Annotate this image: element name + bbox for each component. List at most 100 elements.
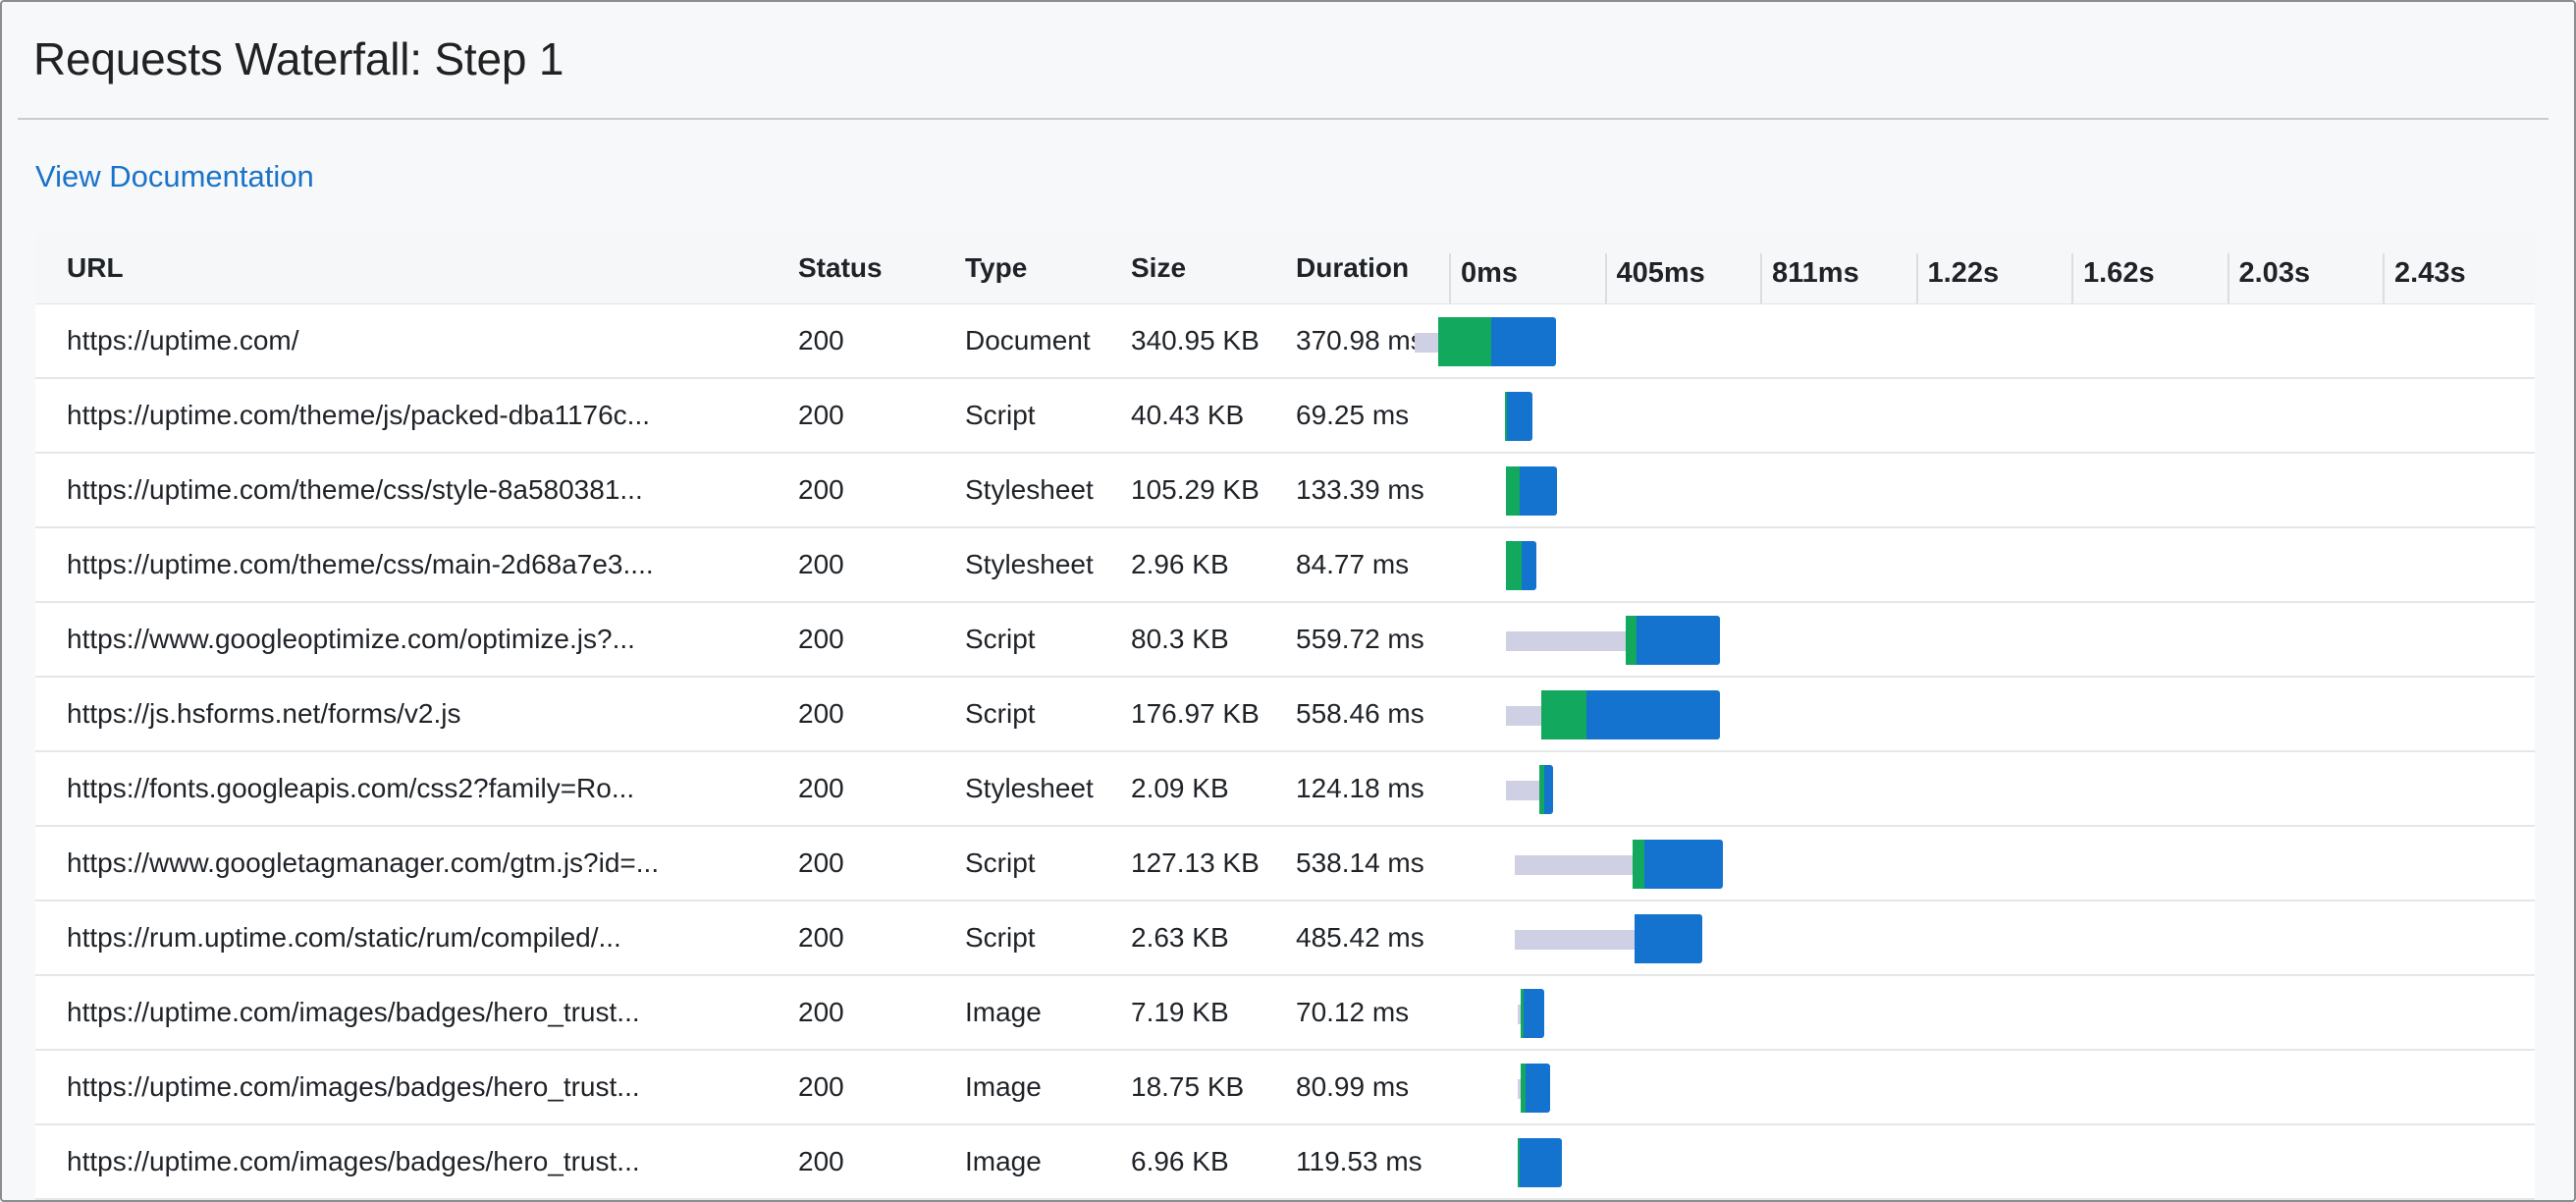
- column-header-duration[interactable]: Duration: [1296, 252, 1410, 283]
- table-row[interactable]: https://www.googleoptimize.com/optimize.…: [35, 603, 2535, 699]
- download-segment: [1586, 690, 1720, 739]
- resource-type: Image: [965, 997, 1042, 1027]
- duration-cell: 559.72 ms: [1296, 625, 1424, 699]
- duration-cell: 69.25 ms: [1296, 401, 1410, 475]
- resource-size: 7.19 KB: [1131, 997, 1229, 1027]
- timeline-tick-label: 2.43s: [2383, 253, 2466, 303]
- request-url: https://uptime.com/theme/css/main-2d68a7…: [67, 549, 654, 579]
- column-header-status[interactable]: Status: [798, 252, 883, 283]
- resource-type: Script: [965, 698, 1036, 729]
- status-code: 200: [798, 922, 844, 953]
- duration-value[interactable]: 119.53 ms: [1296, 1147, 1422, 1200]
- connect-segment: [1506, 541, 1522, 590]
- status-code: 200: [798, 400, 844, 430]
- resource-type: Script: [965, 847, 1036, 878]
- title-divider: [18, 118, 2549, 120]
- duration-cell: 133.39 ms: [1296, 475, 1424, 550]
- connect-segment: [1438, 317, 1491, 366]
- table-row[interactable]: https://uptime.com/theme/css/style-8a580…: [35, 454, 2535, 550]
- column-header-url[interactable]: URL: [67, 252, 124, 283]
- table-row[interactable]: https://uptime.com/theme/css/main-2d68a7…: [35, 528, 2535, 625]
- connect-segment: [1518, 1138, 1520, 1187]
- table-row[interactable]: https://uptime.com/images/badges/hero_tr…: [35, 1051, 2535, 1147]
- request-url: https://uptime.com/images/badges/hero_tr…: [67, 1071, 640, 1102]
- table-row[interactable]: https://www.googletagmanager.com/gtm.js?…: [35, 827, 2535, 923]
- request-url: https://uptime.com/images/badges/hero_tr…: [67, 1146, 640, 1176]
- status-code: 200: [798, 549, 844, 579]
- table-row[interactable]: https://js.hsforms.net/forms/v2.js 200 Scr…: [35, 678, 2535, 774]
- duration-cell: 558.46 ms: [1296, 699, 1424, 774]
- timeline-tick-label: 0ms: [1449, 253, 1518, 303]
- download-segment: [1544, 765, 1553, 814]
- connect-segment: [1521, 1064, 1526, 1113]
- duration-cell: 370.98 ms: [1296, 326, 1424, 401]
- resource-type: Image: [965, 1146, 1042, 1176]
- queue-segment: [1506, 781, 1539, 800]
- duration-cell: 70.12 ms: [1296, 998, 1410, 1072]
- resource-type: Script: [965, 922, 1036, 953]
- table-row[interactable]: https://fonts.googleapis.com/css2?family…: [35, 752, 2535, 848]
- download-segment: [1520, 1138, 1562, 1187]
- queue-segment: [1518, 1005, 1521, 1024]
- connect-segment: [1539, 765, 1544, 814]
- queue-segment: [1515, 855, 1633, 875]
- resource-type: Stylesheet: [965, 474, 1094, 505]
- download-segment: [1644, 840, 1723, 889]
- resource-type: Image: [965, 1071, 1042, 1102]
- duration-cell: 124.18 ms: [1296, 774, 1424, 848]
- resource-size: 105.29 KB: [1131, 474, 1260, 505]
- queue-segment: [1518, 1079, 1521, 1099]
- request-url: https://js.hsforms.net/forms/v2.js: [67, 698, 461, 729]
- timeline-tick-label: 811ms: [1760, 253, 1859, 303]
- resource-size: 176.97 KB: [1131, 698, 1260, 729]
- status-code: 200: [798, 773, 844, 803]
- request-url: https://www.googleoptimize.com/optimize.…: [67, 624, 635, 654]
- timeline-tick-label: 405ms: [1604, 253, 1705, 303]
- connect-segment: [1521, 989, 1524, 1038]
- table-row[interactable]: https://uptime.com/200 Document 340.95 KB 3…: [35, 304, 2535, 401]
- view-documentation-link[interactable]: View Documentation: [35, 159, 314, 193]
- resource-size: 2.96 KB: [1131, 549, 1229, 579]
- download-segment: [1526, 1064, 1550, 1113]
- table-row[interactable]: https://uptime.com/theme/js/packed-dba11…: [35, 379, 2535, 475]
- resource-size: 2.63 KB: [1131, 922, 1229, 953]
- resource-type: Script: [965, 400, 1036, 430]
- request-url: https://fonts.googleapis.com/css2?family…: [67, 773, 635, 803]
- connect-segment: [1506, 466, 1520, 516]
- duration-cell: 80.99 ms: [1296, 1072, 1410, 1147]
- download-segment: [1635, 914, 1702, 963]
- download-segment: [1524, 989, 1544, 1038]
- connect-segment: [1541, 690, 1586, 739]
- resource-size: 340.95 KB: [1131, 325, 1260, 355]
- download-segment: [1491, 317, 1556, 366]
- duration-value[interactable]: 133.39 ms: [1296, 475, 1424, 550]
- queue-segment: [1515, 930, 1635, 950]
- table-row[interactable]: https://uptime.com/images/badges/hero_tr…: [35, 1125, 2535, 1200]
- queue-segment: [1415, 333, 1438, 353]
- download-segment: [1522, 541, 1536, 590]
- connect-segment: [1505, 392, 1507, 441]
- queue-segment: [1506, 631, 1626, 651]
- duration-cell: 538.14 ms: [1296, 848, 1424, 923]
- resource-type: Stylesheet: [965, 549, 1094, 579]
- table-row[interactable]: https://uptime.com/images/badges/hero_tr…: [35, 976, 2535, 1072]
- resource-type: Stylesheet: [965, 773, 1094, 803]
- status-code: 200: [798, 847, 844, 878]
- table-header: URL Status Type Size Duration 0ms 405ms 81…: [35, 234, 2535, 305]
- connect-segment: [1626, 616, 1637, 665]
- resource-size: 2.09 KB: [1131, 773, 1229, 803]
- resource-type: Script: [965, 624, 1036, 654]
- resource-size: 80.3 KB: [1131, 624, 1229, 654]
- status-code: 200: [798, 474, 844, 505]
- table-row[interactable]: https://rum.uptime.com/static/rum/compil…: [35, 902, 2535, 998]
- column-header-type[interactable]: Type: [965, 252, 1028, 283]
- requests-table: URL Status Type Size Duration 0ms 405ms 81…: [35, 234, 2535, 1200]
- download-segment: [1520, 466, 1557, 516]
- timeline-tick-label: 1.62s: [2071, 253, 2155, 303]
- resource-size: 40.43 KB: [1131, 400, 1245, 430]
- request-url: https://uptime.com/theme/js/packed-dba11…: [67, 400, 651, 430]
- column-header-size[interactable]: Size: [1131, 252, 1187, 283]
- status-code: 200: [798, 325, 844, 355]
- request-url: https://uptime.com/images/badges/hero_tr…: [67, 997, 640, 1027]
